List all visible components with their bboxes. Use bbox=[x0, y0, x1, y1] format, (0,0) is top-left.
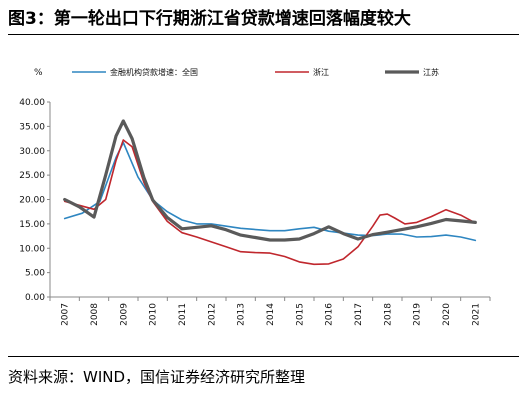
footer-divider bbox=[8, 356, 519, 357]
x-tick-label: 2021 bbox=[471, 303, 481, 326]
y-tick-label: 20.00 bbox=[19, 196, 45, 206]
x-tick-label: 2012 bbox=[207, 303, 217, 326]
x-tick-label: 2019 bbox=[413, 303, 423, 326]
series-line-2 bbox=[63, 139, 477, 266]
page-title: 图3：第一轮出口下行期浙江省贷款增速回落幅度较大 bbox=[8, 9, 411, 29]
x-tick-label: 2015 bbox=[295, 303, 305, 326]
x-tick-label: 2013 bbox=[237, 303, 247, 326]
y-tick-label: 35.00 bbox=[19, 122, 45, 132]
x-tick-label: 2020 bbox=[442, 303, 452, 326]
x-tick-label: 2018 bbox=[383, 303, 393, 326]
series-lines bbox=[63, 119, 477, 266]
y-tick-label: 10.00 bbox=[19, 244, 45, 254]
x-tick-label: 2011 bbox=[178, 303, 188, 326]
y-axis-unit-label: % bbox=[34, 68, 43, 78]
series-line-1 bbox=[63, 141, 477, 242]
legend-label: 江苏 bbox=[423, 67, 439, 77]
x-tick-label: 2017 bbox=[354, 303, 364, 326]
y-tick-label: 5.00 bbox=[25, 269, 45, 279]
legend: 金融机构贷款增速：全国 浙江 江苏 bbox=[72, 67, 439, 77]
series-line-3 bbox=[63, 119, 477, 242]
x-tick-label: 2008 bbox=[90, 303, 100, 326]
x-tick-label: 2016 bbox=[325, 303, 335, 326]
y-tick-label: 15.00 bbox=[19, 220, 45, 230]
title-divider bbox=[8, 34, 519, 35]
x-tick-label: 2009 bbox=[119, 303, 129, 326]
y-axis: 0.00 5.00 10.00 15.00 20.00 25.00 30.00 35.00 40… bbox=[19, 98, 51, 303]
y-tick-label: 0.00 bbox=[25, 293, 45, 303]
x-tick-label: 2007 bbox=[61, 303, 71, 326]
x-tick-label: 2010 bbox=[149, 303, 159, 326]
y-tick-label: 25.00 bbox=[19, 171, 45, 181]
source-note: 资料来源：WIND，国信证券经济研究所整理 bbox=[8, 368, 306, 386]
x-axis: 2007 2008 2009 2010 2011 2012 2013 2014 2015 2016… bbox=[49, 296, 491, 326]
y-tick-label: 40.00 bbox=[19, 98, 45, 108]
legend-label: 浙江 bbox=[313, 67, 329, 77]
legend-label: 金融机构贷款增速：全国 bbox=[110, 67, 198, 77]
y-tick-label: 30.00 bbox=[19, 147, 45, 157]
x-tick-label: 2014 bbox=[266, 303, 276, 326]
